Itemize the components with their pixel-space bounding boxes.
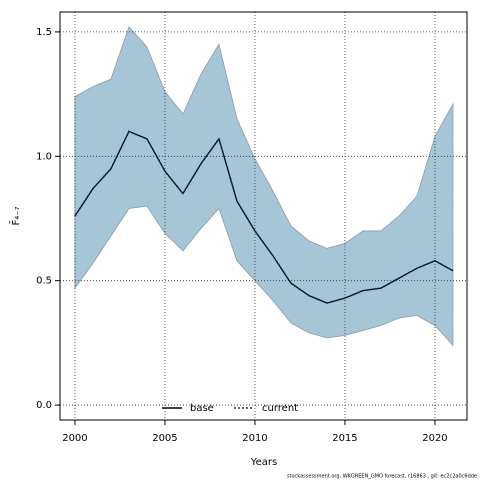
y-tick-label: 1.5 — [36, 27, 52, 38]
y-tick-label: 0.5 — [36, 276, 52, 287]
legend-label: current — [262, 403, 298, 414]
x-axis-label: Years — [250, 457, 277, 468]
y-tick-label: 1.0 — [36, 151, 52, 162]
plot-frame — [59, 11, 468, 421]
x-tick-label: 2020 — [422, 433, 447, 444]
confidence-band — [74, 26, 454, 347]
x-tick-label: 2005 — [152, 433, 177, 444]
legend-label: base — [190, 403, 214, 414]
x-tick-label: 2000 — [62, 433, 87, 444]
y-tick-label: 0.0 — [36, 400, 52, 411]
line — [74, 130, 454, 304]
x-tick-label: 2010 — [242, 433, 267, 444]
x-tick-label: 2015 — [332, 433, 357, 444]
footer: stockassessment.org, WKGREEN_GMO forecas… — [287, 474, 477, 480]
y-axis-label: F̄₄₋₇ — [9, 206, 22, 225]
